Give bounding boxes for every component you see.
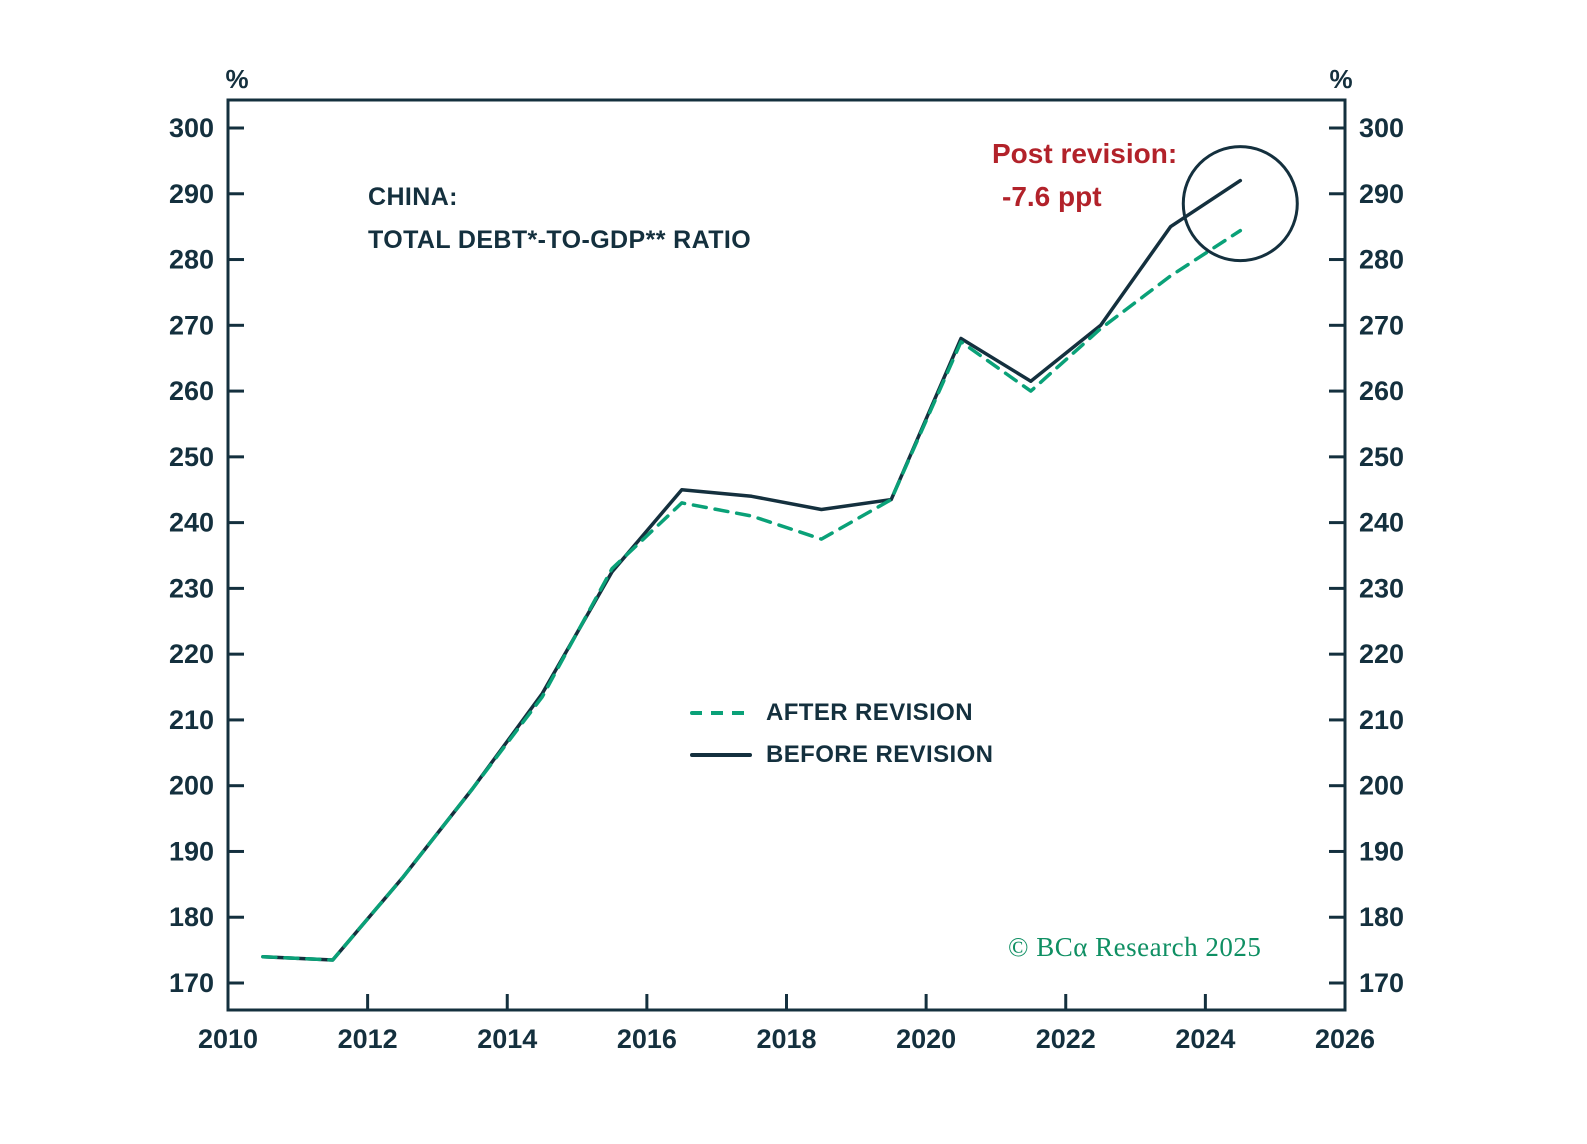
y-axis-tick-label-right: 280 (1359, 245, 1404, 275)
y-axis-tick-label-left: 290 (169, 179, 214, 209)
y-axis-tick-label-right: 270 (1359, 310, 1404, 340)
y-axis-tick-label-left: 240 (169, 508, 214, 538)
series-line-after-revision (261, 228, 1243, 962)
legend-label-after-revision: AFTER REVISION (766, 699, 973, 726)
x-axis-tick-label: 2014 (477, 1024, 537, 1054)
x-axis-tick-label: 2012 (338, 1024, 398, 1054)
x-axis-tick-label: 2026 (1315, 1024, 1375, 1054)
y-axis-tick-label-right: 300 (1359, 113, 1404, 143)
y-axis-tick-label-right: 200 (1359, 771, 1404, 801)
y-axis-unit-left: % (225, 64, 248, 94)
y-axis-tick-label-left: 220 (169, 639, 214, 669)
y-axis-tick-label-right: 210 (1359, 705, 1404, 735)
y-axis-tick-label-left: 190 (169, 836, 214, 866)
chart-title-line2: TOTAL DEBT*-TO-GDP** RATIO (368, 226, 752, 254)
y-axis-tick-label-left: 250 (169, 442, 214, 472)
y-axis-tick-label-right: 180 (1359, 902, 1404, 932)
y-axis-tick-label-left: 210 (169, 705, 214, 735)
y-axis-tick-label-left: 280 (169, 245, 214, 275)
y-axis-tick-label-left: 200 (169, 771, 214, 801)
y-axis-unit-right: % (1329, 64, 1352, 94)
series-line-before-revision (261, 178, 1243, 962)
before-revision-line-sample-icon (690, 753, 752, 757)
legend-label-before-revision: BEFORE REVISION (766, 741, 994, 768)
y-axis-tick-label-left: 170 (169, 968, 214, 998)
y-axis-tick-label-left: 260 (169, 376, 214, 406)
y-axis-tick-label-left: 300 (169, 113, 214, 143)
y-axis-tick-label-right: 220 (1359, 639, 1404, 669)
y-axis-tick-label-left: 180 (169, 902, 214, 932)
chart-title-line1: CHINA: (368, 183, 458, 211)
x-axis-tick-label: 2016 (617, 1024, 677, 1054)
y-axis-tick-label-left: 230 (169, 573, 214, 603)
y-axis-tick-label-right: 240 (1359, 508, 1404, 538)
legend-item-after-revision: AFTER REVISION (690, 692, 993, 734)
x-axis-tick-label: 2022 (1036, 1024, 1096, 1054)
chart-title: CHINA: TOTAL DEBT*-TO-GDP** RATIO (368, 176, 751, 262)
y-axis-tick-label-right: 260 (1359, 376, 1404, 406)
x-axis-tick-label: 2024 (1175, 1024, 1235, 1054)
post-revision-annotation: Post revision: -7.6 ppt (992, 132, 1177, 218)
annotation-line2: -7.6 ppt (1002, 181, 1102, 212)
legend: AFTER REVISION BEFORE REVISION (690, 692, 993, 776)
y-axis-tick-label-right: 290 (1359, 179, 1404, 209)
x-axis-tick-label: 2018 (756, 1024, 816, 1054)
x-axis-tick-label: 2010 (198, 1024, 258, 1054)
y-axis-tick-label-right: 190 (1359, 836, 1404, 866)
legend-item-before-revision: BEFORE REVISION (690, 734, 993, 776)
x-axis-tick-label: 2020 (896, 1024, 956, 1054)
after-revision-line-sample-icon (690, 711, 752, 715)
y-axis-tick-label-right: 250 (1359, 442, 1404, 472)
y-axis-tick-label-left: 270 (169, 310, 214, 340)
annotation-line1: Post revision: (992, 138, 1178, 169)
y-axis-tick-label-right: 230 (1359, 573, 1404, 603)
copyright: © BCα Research 2025 (1008, 932, 1262, 962)
endpoint-highlight-circle (1181, 145, 1299, 263)
y-axis-tick-label-right: 170 (1359, 968, 1404, 998)
